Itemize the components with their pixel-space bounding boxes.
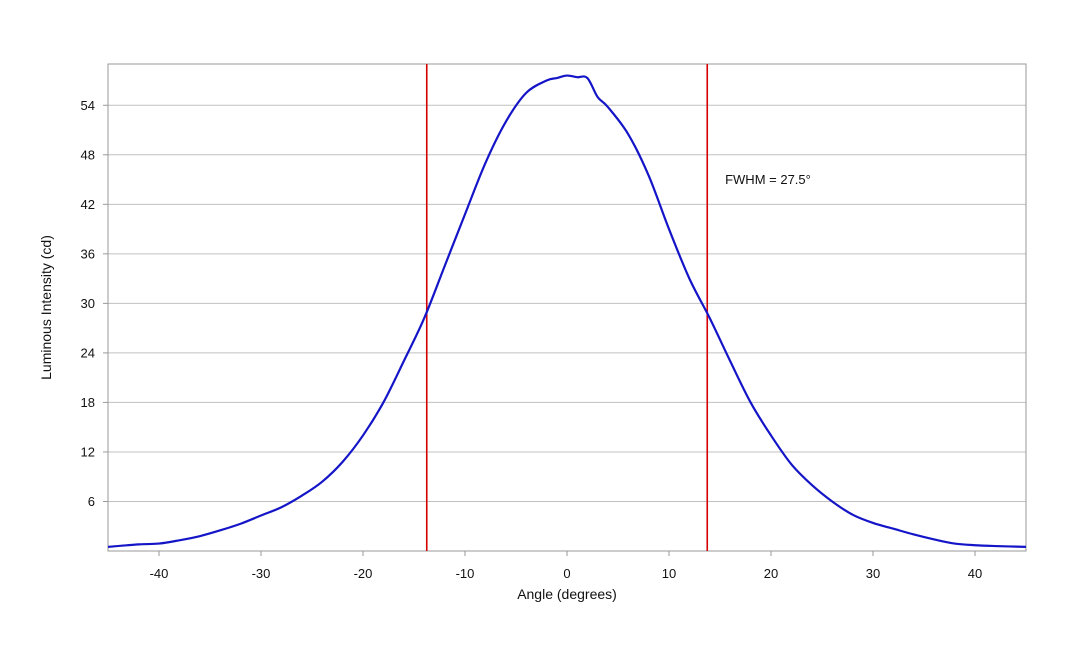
x-tick-label: -40 bbox=[150, 566, 169, 581]
series-group bbox=[107, 74, 1027, 548]
intensity-series-line bbox=[107, 74, 1027, 548]
y-tick-label: 12 bbox=[81, 444, 95, 459]
fwhm-lines bbox=[425, 64, 709, 551]
y-tick-label: 42 bbox=[81, 197, 95, 212]
x-axis-ticks: -40 -30 -20 -10 0 10 20 30 40 bbox=[150, 551, 982, 581]
y-tick-label: 18 bbox=[81, 395, 95, 410]
y-tick-label: 36 bbox=[81, 246, 95, 261]
y-axis-title: Luminous Intensity (cd) bbox=[38, 235, 54, 380]
x-tick-label: 0 bbox=[563, 566, 570, 581]
plot-area-border bbox=[107, 63, 1027, 552]
x-tick-label: 40 bbox=[968, 566, 982, 581]
x-tick-label: -30 bbox=[252, 566, 271, 581]
y-axis-ticks: 6 12 18 24 30 36 42 48 54 bbox=[81, 98, 108, 509]
x-tick-label: 20 bbox=[764, 566, 778, 581]
x-tick-label: 10 bbox=[662, 566, 676, 581]
gridlines bbox=[108, 104, 1026, 502]
y-tick-label: 24 bbox=[81, 345, 95, 360]
y-tick-label: 54 bbox=[81, 98, 95, 113]
fwhm-annotation: FWHM = 27.5° bbox=[725, 172, 811, 187]
y-tick-label: 30 bbox=[81, 296, 95, 311]
x-tick-label: -20 bbox=[354, 566, 373, 581]
x-tick-label: -10 bbox=[456, 566, 475, 581]
y-tick-label: 48 bbox=[81, 147, 95, 162]
x-tick-label: 30 bbox=[866, 566, 880, 581]
y-tick-label: 6 bbox=[88, 494, 95, 509]
x-axis-title: Angle (degrees) bbox=[517, 586, 617, 602]
